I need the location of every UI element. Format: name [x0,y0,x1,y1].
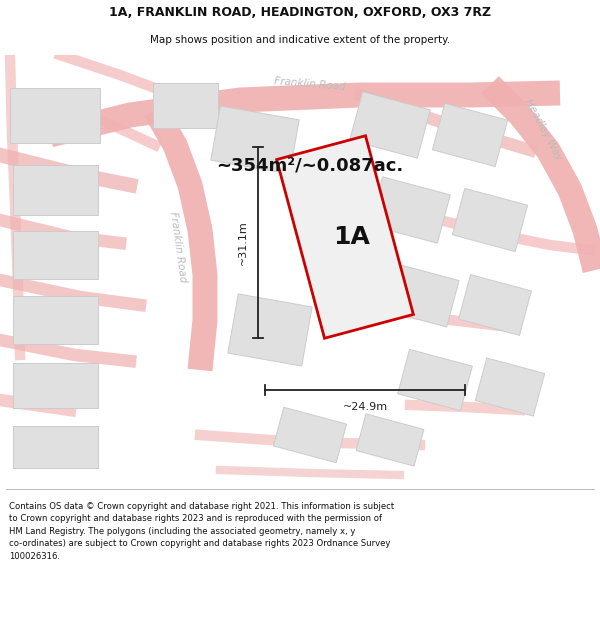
Polygon shape [10,88,100,142]
Text: Franklin Road: Franklin Road [274,76,346,92]
Polygon shape [475,358,545,416]
Text: ~354m²/~0.087ac.: ~354m²/~0.087ac. [217,156,404,174]
Polygon shape [433,103,508,167]
Polygon shape [398,349,472,411]
Polygon shape [13,165,97,215]
Text: ~31.1m: ~31.1m [238,220,248,265]
Text: Map shows position and indicative extent of the property.: Map shows position and indicative extent… [150,34,450,44]
Polygon shape [13,362,97,408]
Text: Headley Way: Headley Way [523,98,563,162]
Polygon shape [228,294,312,366]
Text: Contains OS data © Crown copyright and database right 2021. This information is : Contains OS data © Crown copyright and d… [9,502,394,561]
Polygon shape [277,136,413,338]
Polygon shape [13,296,97,344]
Polygon shape [274,408,347,462]
Polygon shape [381,263,459,327]
Polygon shape [356,414,424,466]
Text: 1A: 1A [334,225,370,249]
Polygon shape [152,82,218,127]
Polygon shape [452,188,527,252]
Text: Franklin Road: Franklin Road [168,211,188,283]
Polygon shape [458,274,532,336]
Polygon shape [13,426,97,468]
Text: ~24.9m: ~24.9m [343,402,388,412]
Polygon shape [350,92,430,158]
Polygon shape [13,231,97,279]
Polygon shape [211,106,299,174]
Polygon shape [370,177,450,243]
Text: 1A, FRANKLIN ROAD, HEADINGTON, OXFORD, OX3 7RZ: 1A, FRANKLIN ROAD, HEADINGTON, OXFORD, O… [109,6,491,19]
